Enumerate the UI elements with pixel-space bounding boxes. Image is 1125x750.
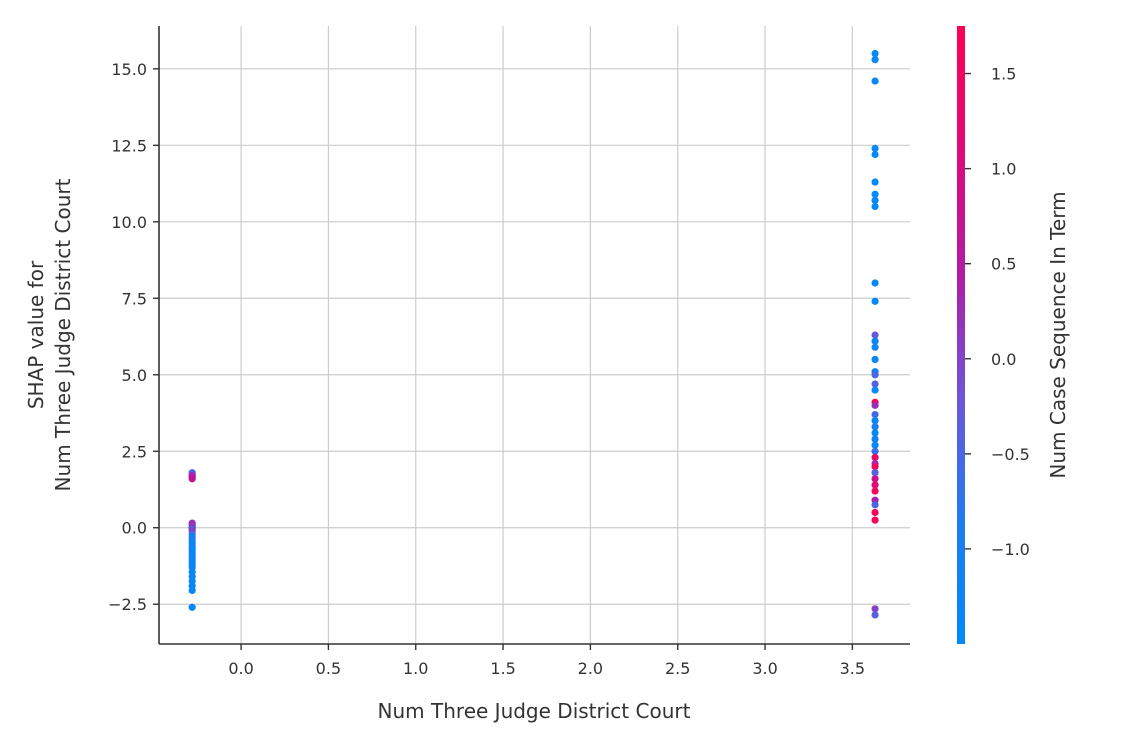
colorbar-tick-label: 1.5 bbox=[991, 65, 1016, 84]
scatter-point bbox=[871, 487, 879, 495]
x-tick-label: 2.5 bbox=[665, 659, 690, 678]
scatter-point bbox=[871, 178, 879, 186]
scatter-point bbox=[871, 453, 879, 461]
scatter-point bbox=[871, 386, 879, 394]
y-tick-label: 15.0 bbox=[111, 60, 147, 79]
scatter-point bbox=[871, 337, 879, 345]
scatter-point bbox=[188, 603, 196, 611]
colorbar-ticks: −1.0 −0.5 0.0 0.5 1.0 1.5 bbox=[965, 65, 1030, 559]
y-ticks: −2.5 0.0 2.5 5.0 7.5 10.0 12.5 15.0 bbox=[108, 60, 159, 614]
scatter-points bbox=[188, 49, 879, 619]
grid-lines bbox=[159, 26, 910, 644]
scatter-point bbox=[871, 196, 879, 204]
scatter-point bbox=[871, 150, 879, 159]
y-tick-label: −2.5 bbox=[108, 595, 147, 614]
scatter-point bbox=[871, 144, 879, 152]
scatter-point bbox=[871, 462, 879, 471]
scatter-point bbox=[871, 77, 879, 85]
scatter-point bbox=[871, 56, 879, 64]
x-axis-label: Num Three Judge District Court bbox=[378, 699, 691, 723]
scatter-point bbox=[871, 202, 879, 211]
colorbar-label: Num Case Sequence In Term bbox=[1046, 191, 1070, 478]
colorbar-tick-label: −0.5 bbox=[991, 445, 1030, 464]
scatter-point bbox=[871, 355, 879, 364]
scatter-point bbox=[871, 447, 879, 455]
scatter-point bbox=[871, 371, 879, 379]
colorbar-tick-label: −1.0 bbox=[991, 540, 1030, 559]
scatter-point bbox=[871, 417, 879, 425]
colorbar: −1.0 −0.5 0.0 0.5 1.0 1.5 Num Case Sequence I… bbox=[957, 26, 1070, 644]
scatter-point bbox=[871, 481, 879, 489]
scatter-point bbox=[871, 410, 879, 419]
scatter-point bbox=[871, 331, 879, 339]
scatter-point bbox=[871, 297, 879, 305]
scatter-point bbox=[871, 429, 879, 437]
scatter-point bbox=[188, 586, 196, 595]
scatter-point bbox=[871, 441, 879, 449]
x-tick-label: 0.5 bbox=[316, 659, 341, 678]
colorbar-tick-label: 0.5 bbox=[991, 255, 1016, 274]
colorbar-tick-label: 0.0 bbox=[991, 350, 1016, 369]
scatter-point bbox=[871, 343, 879, 351]
plot-axes bbox=[158, 26, 910, 645]
y-tick-label: 12.5 bbox=[111, 136, 147, 155]
scatter-point bbox=[871, 190, 879, 198]
scatter-point bbox=[871, 501, 879, 509]
y-tick-label: 0.0 bbox=[122, 519, 147, 538]
y-tick-label: 2.5 bbox=[122, 442, 147, 461]
x-tick-label: 0.0 bbox=[228, 659, 253, 678]
colorbar-tick-label: 1.0 bbox=[991, 160, 1016, 179]
scatter-point bbox=[871, 611, 879, 619]
x-tick-label: 1.5 bbox=[490, 659, 515, 678]
scatter-point bbox=[871, 279, 879, 287]
colorbar-gradient bbox=[957, 26, 965, 644]
x-tick-label: 3.0 bbox=[752, 659, 777, 678]
scatter-point bbox=[871, 516, 879, 524]
scatter-point bbox=[871, 49, 879, 58]
scatter-point bbox=[871, 605, 879, 613]
y-tick-label: 10.0 bbox=[111, 213, 147, 232]
scatter-point bbox=[871, 475, 879, 483]
scatter-point bbox=[871, 469, 879, 477]
x-tick-label: 3.5 bbox=[840, 659, 865, 678]
y-axis-label-line-1: SHAP value for bbox=[24, 260, 48, 409]
y-axis-label-line-2: Num Three Judge District Court bbox=[51, 178, 75, 491]
scatter-point bbox=[871, 435, 879, 443]
scatter-point bbox=[188, 475, 196, 483]
y-axis-label: SHAP value for Num Three Judge District … bbox=[24, 178, 75, 491]
y-tick-label: 7.5 bbox=[122, 289, 147, 308]
scatter-point bbox=[871, 423, 879, 431]
scatter-point bbox=[871, 508, 879, 517]
scatter-point bbox=[871, 401, 879, 409]
x-tick-label: 1.0 bbox=[403, 659, 428, 678]
x-tick-label: 2.0 bbox=[578, 659, 603, 678]
y-tick-label: 5.0 bbox=[122, 366, 147, 385]
x-ticks: 0.0 0.5 1.0 1.5 2.0 2.5 3.0 3.5 bbox=[228, 644, 865, 678]
scatter-point bbox=[871, 380, 879, 388]
